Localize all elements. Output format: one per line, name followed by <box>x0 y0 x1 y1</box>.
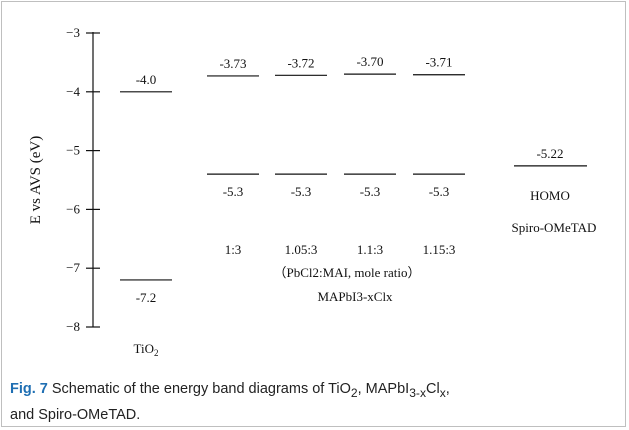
caption-text-1: Schematic of the energy band diagrams of… <box>51 381 351 397</box>
perovskite-4-cb-value: -3.71 <box>425 55 452 70</box>
y-tick-label: −3 <box>66 25 80 40</box>
ratio-label-4: 1.15:3 <box>423 242 456 257</box>
caption-sub-2: 3-x <box>409 385 426 400</box>
perovskite-name: MAPbI3-xClx <box>317 289 393 304</box>
tio2-vb-value: -7.2 <box>136 290 157 305</box>
energy-band-diagram: −3 −4 −5 −6 −7 −8 E vs AVS (eV) -4.0 -7.2 -3.… <box>28 25 597 358</box>
caption-text-4: , <box>445 381 450 397</box>
spiro-name: Spiro-OMeTAD <box>512 220 597 235</box>
y-tick-label: −8 <box>66 319 80 334</box>
caption-label: Fig. 7 <box>10 381 48 397</box>
spiro-homo-value: -5.22 <box>536 146 563 161</box>
caption-sub-1: 2 <box>350 385 358 400</box>
y-tick-label: −7 <box>66 260 80 275</box>
perovskite-3-vb-value: -5.3 <box>360 184 381 199</box>
y-tick-label: −5 <box>66 143 80 158</box>
figure-caption: Fig. 7 Schematic of the energy band diagr… <box>10 378 620 426</box>
caption-text-3: Cl <box>425 381 440 397</box>
ratio-label-2: 1.05:3 <box>285 242 318 257</box>
tio2-name: TiO2 <box>134 341 159 358</box>
perovskite-1-vb-value: -5.3 <box>223 184 244 199</box>
y-axis-label: E vs AVS (eV) <box>28 136 44 224</box>
perovskite-4-vb-value: -5.3 <box>429 184 450 199</box>
tio2-cb-value: -4.0 <box>136 72 157 87</box>
ratio-note: （PbCl2:MAI, mole ratio） <box>274 265 421 280</box>
y-axis-ticks: −3 −4 −5 −6 −7 −8 <box>66 25 100 334</box>
ratio-label-3: 1.1:3 <box>357 242 383 257</box>
caption-text-5: and Spiro-OMeTAD. <box>10 406 141 423</box>
caption-text-2: , MAPbI <box>357 381 410 397</box>
caption-sub-3: x <box>439 385 446 400</box>
homo-label: HOMO <box>530 188 570 203</box>
perovskite-2-cb-value: -3.72 <box>287 55 314 70</box>
ratio-label-1: 1:3 <box>225 242 242 257</box>
perovskite-2-vb-value: -5.3 <box>291 184 312 199</box>
y-tick-label: −6 <box>66 201 80 216</box>
y-tick-label: −4 <box>66 84 80 99</box>
perovskite-3-cb-value: -3.70 <box>356 54 383 69</box>
perovskite-1-cb-value: -3.73 <box>219 56 246 71</box>
